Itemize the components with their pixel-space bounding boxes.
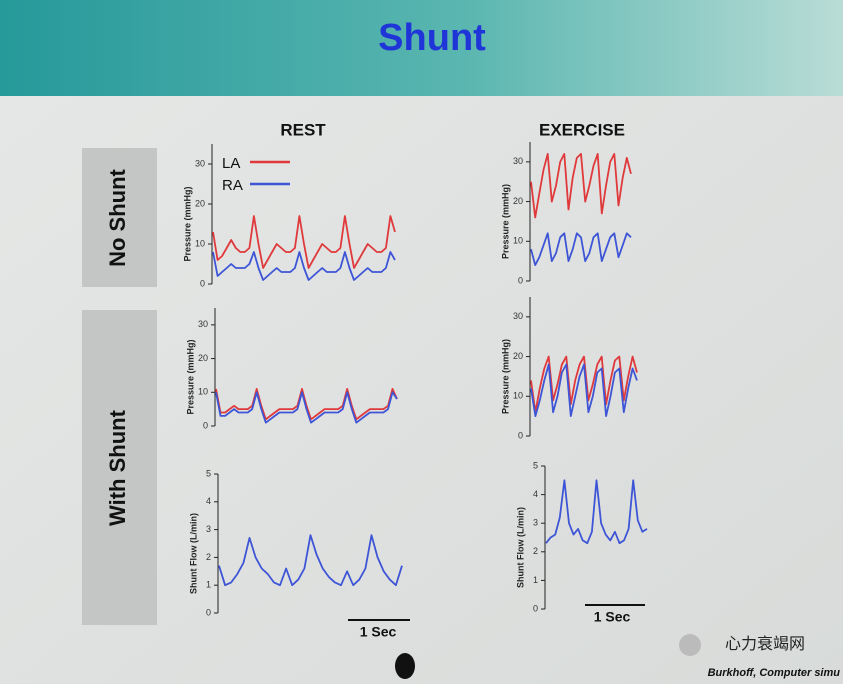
- y-tick-label: 4: [206, 496, 211, 506]
- y-tick-label: 0: [533, 603, 538, 613]
- y-axis-title: Shunt Flow (L/min): [515, 507, 525, 588]
- series-line: [530, 153, 632, 219]
- y-tick-label: 3: [206, 524, 211, 534]
- y-tick-label: 3: [533, 518, 538, 528]
- legend-label: RA: [222, 177, 243, 194]
- credit: Burkhoff, Computer simu: [708, 667, 841, 679]
- row-label: No Shunt: [105, 168, 130, 266]
- y-tick-label: 2: [533, 546, 538, 556]
- y-tick-label: 20: [195, 198, 205, 208]
- y-tick-label: 0: [206, 607, 211, 617]
- series-line: [530, 363, 638, 417]
- row-label-box: [82, 310, 157, 625]
- y-tick-label: 10: [195, 238, 205, 248]
- legend-label: LA: [222, 155, 240, 172]
- series-line: [212, 215, 396, 269]
- y-tick-label: 30: [195, 158, 205, 168]
- y-tick-label: 10: [513, 236, 523, 246]
- y-axis-title: Shunt Flow (L/min): [188, 513, 198, 594]
- y-tick-label: 5: [206, 468, 211, 478]
- series-line: [218, 534, 403, 587]
- y-axis-title: Pressure (mmHg): [500, 184, 510, 259]
- scale-label: 1 Sec: [360, 624, 397, 640]
- column-header: REST: [280, 120, 326, 139]
- series-line: [212, 251, 396, 281]
- y-tick-label: 5: [533, 460, 538, 470]
- y-tick-label: 2: [206, 552, 211, 562]
- y-tick-label: 20: [513, 196, 523, 206]
- pointer-blob: [395, 653, 415, 679]
- banner: [0, 0, 843, 96]
- slide-title: Shunt: [378, 17, 486, 59]
- series-line: [545, 479, 648, 545]
- row-label-box: [82, 148, 157, 287]
- y-tick-label: 4: [533, 489, 538, 499]
- watermark-icon: [679, 634, 701, 656]
- y-tick-label: 10: [513, 391, 523, 401]
- y-tick-label: 20: [198, 353, 208, 363]
- y-tick-label: 30: [198, 319, 208, 329]
- series-line: [215, 391, 398, 424]
- watermark: 心力衰竭网: [725, 635, 805, 653]
- y-tick-label: 0: [518, 430, 523, 440]
- y-axis-title: Pressure (mmHg): [182, 186, 192, 261]
- y-tick-label: 0: [200, 278, 205, 288]
- column-header: EXERCISE: [539, 120, 625, 139]
- y-tick-label: 1: [206, 580, 211, 590]
- series-line: [530, 232, 632, 266]
- y-axis-title: Pressure (mmHg): [500, 339, 510, 414]
- y-tick-label: 1: [533, 575, 538, 585]
- row-label: With Shunt: [105, 409, 130, 526]
- y-tick-label: 20: [513, 351, 523, 361]
- scale-label: 1 Sec: [594, 609, 631, 625]
- series-line: [530, 355, 638, 414]
- y-tick-label: 0: [203, 420, 208, 430]
- y-tick-label: 0: [518, 275, 523, 285]
- y-tick-label: 10: [198, 387, 208, 397]
- y-axis-title: Pressure (mmHg): [185, 339, 195, 414]
- y-tick-label: 30: [513, 156, 523, 166]
- y-tick-label: 30: [513, 311, 523, 321]
